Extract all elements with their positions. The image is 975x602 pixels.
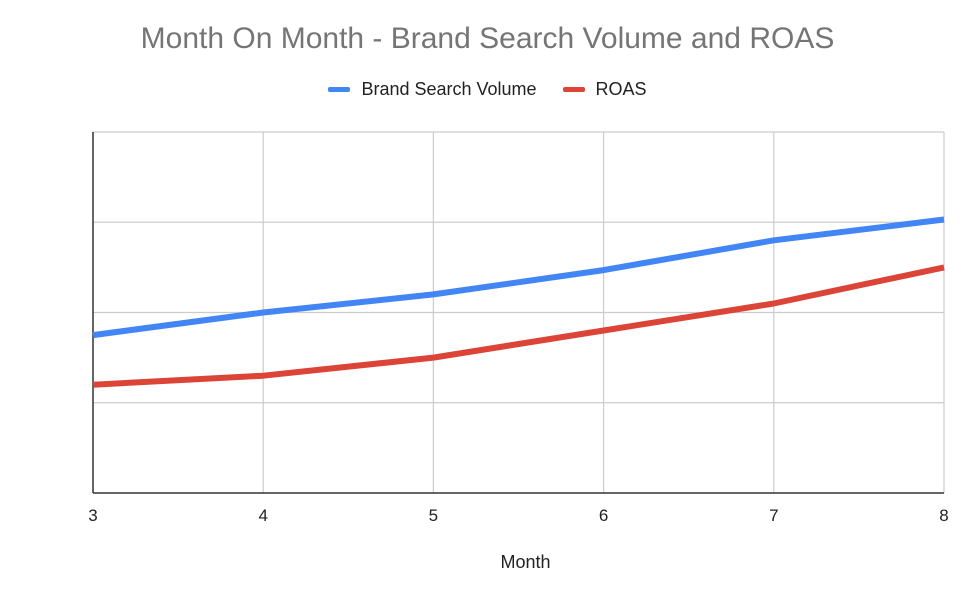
x-tick-label: 7	[769, 506, 778, 525]
legend-item-roas[interactable]: ROAS	[562, 79, 647, 100]
legend-item-brand-search-volume[interactable]: Brand Search Volume	[328, 79, 537, 100]
x-tick-label: 8	[939, 506, 948, 525]
x-tick-label: 6	[599, 506, 608, 525]
legend-swatch-roas	[562, 87, 585, 92]
legend-label-brand-search-volume: Brand Search Volume	[361, 79, 537, 99]
series-layer	[92, 216, 945, 388]
chart-title: Month On Month - Brand Search Volume and…	[140, 22, 835, 55]
axis-layer	[92, 132, 944, 494]
x-tick-label: 5	[429, 506, 438, 525]
grid-layer	[93, 131, 945, 493]
legend: Brand Search Volume ROAS	[0, 79, 975, 100]
legend-swatch-brand-search-volume	[328, 87, 351, 92]
x-axis-title: Month	[500, 552, 550, 572]
series-line-brand-search-volume[interactable]	[92, 216, 945, 339]
legend-label-roas: ROAS	[595, 79, 647, 99]
x-tick-label: 4	[258, 506, 267, 525]
series-line-roas[interactable]	[92, 264, 945, 388]
label-layer: 3 4 5 6 7 8 Month	[88, 506, 948, 572]
x-tick-label: 3	[88, 506, 97, 525]
